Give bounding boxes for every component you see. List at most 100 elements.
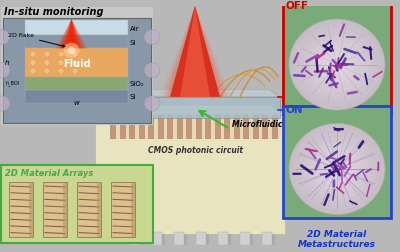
Polygon shape xyxy=(116,115,120,139)
Bar xyxy=(1,7,153,125)
Bar xyxy=(3,18,151,123)
Text: In-situ monitoring: In-situ monitoring xyxy=(4,7,104,17)
Polygon shape xyxy=(278,115,281,139)
Circle shape xyxy=(44,68,50,74)
Circle shape xyxy=(327,55,346,74)
Circle shape xyxy=(298,28,376,101)
Circle shape xyxy=(64,43,80,58)
Polygon shape xyxy=(126,115,129,139)
Circle shape xyxy=(0,29,10,45)
Polygon shape xyxy=(224,115,230,139)
Bar xyxy=(130,232,140,245)
Text: SiO₂: SiO₂ xyxy=(130,81,145,87)
Polygon shape xyxy=(56,19,88,48)
Circle shape xyxy=(294,23,380,106)
Polygon shape xyxy=(120,115,126,139)
Polygon shape xyxy=(105,97,280,118)
Text: OFF: OFF xyxy=(285,1,308,11)
Polygon shape xyxy=(144,115,148,139)
Circle shape xyxy=(0,96,10,111)
Bar xyxy=(184,234,187,245)
Polygon shape xyxy=(176,115,182,139)
Circle shape xyxy=(289,123,385,214)
Circle shape xyxy=(72,60,78,66)
Polygon shape xyxy=(272,115,278,139)
Polygon shape xyxy=(110,115,116,139)
Polygon shape xyxy=(135,115,138,139)
Circle shape xyxy=(0,63,10,78)
Bar xyxy=(25,48,128,77)
Bar xyxy=(240,232,250,245)
Text: w: w xyxy=(74,100,79,106)
Polygon shape xyxy=(105,89,280,97)
Polygon shape xyxy=(173,115,176,139)
Polygon shape xyxy=(158,115,164,139)
Bar xyxy=(152,232,162,245)
Text: Si: Si xyxy=(130,94,136,100)
Circle shape xyxy=(58,51,64,57)
Text: h_BOI: h_BOI xyxy=(5,81,19,86)
Polygon shape xyxy=(58,19,84,48)
Polygon shape xyxy=(249,115,252,139)
Polygon shape xyxy=(214,115,220,139)
Bar xyxy=(218,232,228,245)
Text: 2D Material
Metastructures: 2D Material Metastructures xyxy=(298,230,376,249)
Polygon shape xyxy=(192,115,196,139)
Circle shape xyxy=(30,68,36,74)
Text: 2D flake: 2D flake xyxy=(8,33,65,47)
Polygon shape xyxy=(234,115,240,139)
Bar xyxy=(283,106,391,218)
Text: h: h xyxy=(5,60,10,66)
Bar xyxy=(97,182,101,237)
Polygon shape xyxy=(170,6,220,97)
Text: Air: Air xyxy=(130,26,140,33)
Bar xyxy=(272,234,275,245)
Polygon shape xyxy=(268,115,272,139)
Circle shape xyxy=(308,142,366,196)
Bar xyxy=(25,77,128,90)
Bar xyxy=(283,2,391,114)
Polygon shape xyxy=(240,115,243,139)
Bar xyxy=(25,20,128,35)
Bar xyxy=(174,232,184,245)
Bar xyxy=(131,182,135,237)
Circle shape xyxy=(294,128,380,210)
Polygon shape xyxy=(186,115,192,139)
Polygon shape xyxy=(180,8,210,97)
Circle shape xyxy=(323,51,352,78)
Polygon shape xyxy=(258,115,262,139)
Polygon shape xyxy=(168,6,222,97)
Circle shape xyxy=(303,33,371,97)
Bar xyxy=(196,232,206,245)
Text: ON: ON xyxy=(285,105,302,115)
Circle shape xyxy=(58,60,64,66)
Polygon shape xyxy=(167,115,173,139)
Circle shape xyxy=(327,160,346,178)
Bar xyxy=(1,165,153,243)
Polygon shape xyxy=(205,115,211,139)
Bar xyxy=(63,182,67,237)
Circle shape xyxy=(30,60,36,66)
Bar xyxy=(111,182,135,237)
Bar xyxy=(29,182,33,237)
Circle shape xyxy=(332,164,342,174)
Polygon shape xyxy=(182,115,186,139)
Polygon shape xyxy=(68,19,76,48)
Bar xyxy=(228,234,231,245)
Text: Fluid: Fluid xyxy=(63,59,90,69)
Circle shape xyxy=(313,42,361,87)
Bar xyxy=(43,182,67,237)
Circle shape xyxy=(68,47,76,54)
Polygon shape xyxy=(95,115,285,234)
Circle shape xyxy=(323,155,352,183)
Circle shape xyxy=(298,133,376,205)
Circle shape xyxy=(44,51,50,57)
Polygon shape xyxy=(95,105,285,115)
Bar xyxy=(262,232,272,245)
Polygon shape xyxy=(202,115,205,139)
Polygon shape xyxy=(148,115,154,139)
Circle shape xyxy=(144,63,160,78)
Polygon shape xyxy=(164,6,226,97)
Bar xyxy=(25,90,128,103)
Polygon shape xyxy=(62,19,82,48)
